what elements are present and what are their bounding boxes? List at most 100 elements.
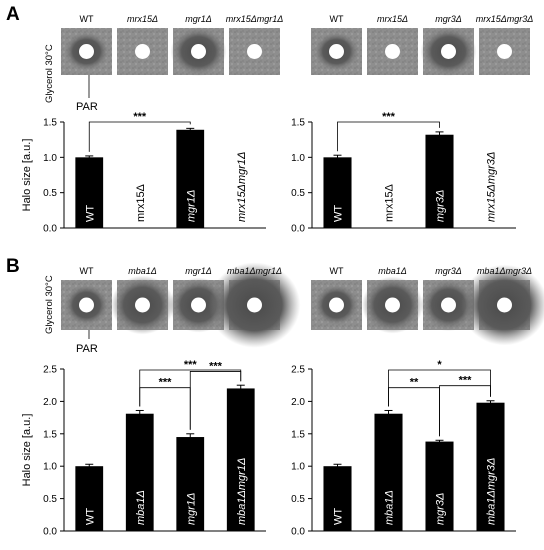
y-tick-label: 1.0 xyxy=(291,462,305,473)
par-disk xyxy=(247,297,262,313)
panel-letter-b: B xyxy=(6,256,20,277)
bar-category-label: mba1Δmgr3Δ xyxy=(486,458,498,525)
bar-category-label: mba1Δ xyxy=(384,490,396,525)
plate-strain-label: mrx15Δ xyxy=(127,14,158,24)
significance-label: *** xyxy=(382,111,396,123)
y-tick-label: 2.0 xyxy=(291,397,305,408)
significance-bracket xyxy=(88,121,191,152)
y-axis-label: Halo size [a.u.] xyxy=(21,414,33,487)
plate-strain-label: mba1Δmgr3Δ xyxy=(477,266,532,276)
bar-chart: 0.0 0.5 1.0 1.5 2.0 2.5 Halo size [a.u.] WT mba1… xyxy=(21,359,266,538)
bar xyxy=(374,413,403,531)
par-disk xyxy=(191,44,206,59)
significance-label: *** xyxy=(209,360,223,372)
bar xyxy=(226,388,255,531)
plate-strain-label: WT xyxy=(330,14,344,24)
y-tick-label: 0.5 xyxy=(291,494,305,505)
y-tick-label: 2.5 xyxy=(43,365,57,376)
bar xyxy=(323,466,352,531)
par-disk xyxy=(497,44,512,59)
bar-category-label: mgr1Δ xyxy=(185,190,197,222)
par-disk xyxy=(79,297,94,313)
par-disk xyxy=(329,297,344,313)
bar-chart: 0.00.51.01.52.02.5WT mba1Δ mgr3Δ mba1Δmgr3Δ… xyxy=(291,359,516,538)
significance-label: ** xyxy=(410,377,419,389)
plate-strain-label: mgr3Δ xyxy=(435,266,462,276)
condition-label-a: Glycerol 30°C xyxy=(44,44,55,103)
y-tick-label: 0.5 xyxy=(43,188,57,199)
plate-strain-label: WT xyxy=(330,266,344,276)
y-tick-label: 1.5 xyxy=(43,429,57,440)
significance-label: *** xyxy=(459,375,473,387)
significance-label: * xyxy=(437,359,442,371)
plate-images: WT mrx15Δ mgr1Δ mrx15Δmgr1Δ WT mrx15Δ mgr3Δ mrx… xyxy=(61,14,544,348)
y-tick-label: 1.0 xyxy=(291,153,305,164)
y-tick-label: 0.5 xyxy=(291,188,305,199)
bar-category-label: WT xyxy=(333,508,345,525)
y-tick-label: 0.5 xyxy=(43,494,57,505)
par-disk xyxy=(441,297,456,313)
bar-category-label: WT xyxy=(333,205,345,222)
y-tick-label: 0.0 xyxy=(291,527,305,538)
bar-category-label: mba1Δmgr1Δ xyxy=(236,458,248,525)
plate-strain-label: mba1Δ xyxy=(128,266,157,276)
bar-category-label: WT xyxy=(84,205,96,222)
panel-letter-a: A xyxy=(6,4,20,25)
bar-category-label: mrx15Δ xyxy=(384,183,396,222)
plate-strain-label: WT xyxy=(80,14,94,24)
plate-strain-label: mrx15Δmgr1Δ xyxy=(226,14,284,24)
bar xyxy=(425,441,454,531)
par-disk xyxy=(135,297,150,313)
bar xyxy=(323,157,352,228)
bar-category-label: mgr3Δ xyxy=(435,190,447,222)
bar-category-label: mrx15Δmgr1Δ xyxy=(236,152,248,222)
bar-category-label: mrx15Δmgr3Δ xyxy=(486,152,498,222)
plate-strain-label: mrx15Δmgr3Δ xyxy=(476,14,534,24)
par-disk xyxy=(247,44,262,59)
significance-label: *** xyxy=(159,377,173,389)
bar-category-label: mgr1Δ xyxy=(185,493,197,525)
par-disk xyxy=(385,44,400,59)
y-tick-label: 1.5 xyxy=(291,429,305,440)
plate-strain-label: mrx15Δ xyxy=(377,14,408,24)
plate-strain-label: mba1Δ xyxy=(378,266,407,276)
par-disk xyxy=(79,44,94,59)
y-tick-label: 1.5 xyxy=(291,118,305,129)
par-disk xyxy=(385,297,400,313)
plate-strain-label: mgr1Δ xyxy=(185,266,212,276)
y-tick-label: 1.0 xyxy=(43,153,57,164)
condition-label-b: Glycerol 30°C xyxy=(44,275,55,334)
bar-category-label: mba1Δ xyxy=(135,490,147,525)
y-tick-label: 2.0 xyxy=(43,397,57,408)
y-tick-label: 1.5 xyxy=(43,118,57,129)
y-tick-label: 2.5 xyxy=(291,365,305,376)
par-disk xyxy=(441,44,456,59)
bar-category-label: WT xyxy=(84,508,96,525)
significance-label: *** xyxy=(184,359,198,371)
bar xyxy=(75,466,104,531)
significance-bracket xyxy=(189,371,242,430)
y-tick-label: 0.0 xyxy=(43,527,57,538)
plate-strain-label: WT xyxy=(80,266,94,276)
bar xyxy=(425,134,454,228)
par-label-b: PAR xyxy=(76,343,98,355)
bar xyxy=(176,437,205,531)
par-disk xyxy=(497,297,512,313)
bar xyxy=(125,413,154,531)
bar xyxy=(476,402,505,531)
significance-bracket xyxy=(337,121,440,152)
bar-category-label: mrx15Δ xyxy=(135,183,147,222)
bar xyxy=(75,157,104,228)
y-axis-label: Halo size [a.u.] xyxy=(21,139,33,212)
par-disk xyxy=(135,44,150,59)
y-tick-label: 0.0 xyxy=(43,224,57,235)
par-label-a: PAR xyxy=(76,101,98,113)
plate-strain-label: mgr1Δ xyxy=(185,14,212,24)
par-disk xyxy=(191,297,206,313)
significance-label: *** xyxy=(133,111,147,123)
plate-strain-label: mgr3Δ xyxy=(435,14,462,24)
bar-chart: 0.00.51.01.5WT mrx15Δ mgr3Δ mrx15Δmgr3Δ*** xyxy=(291,111,516,235)
